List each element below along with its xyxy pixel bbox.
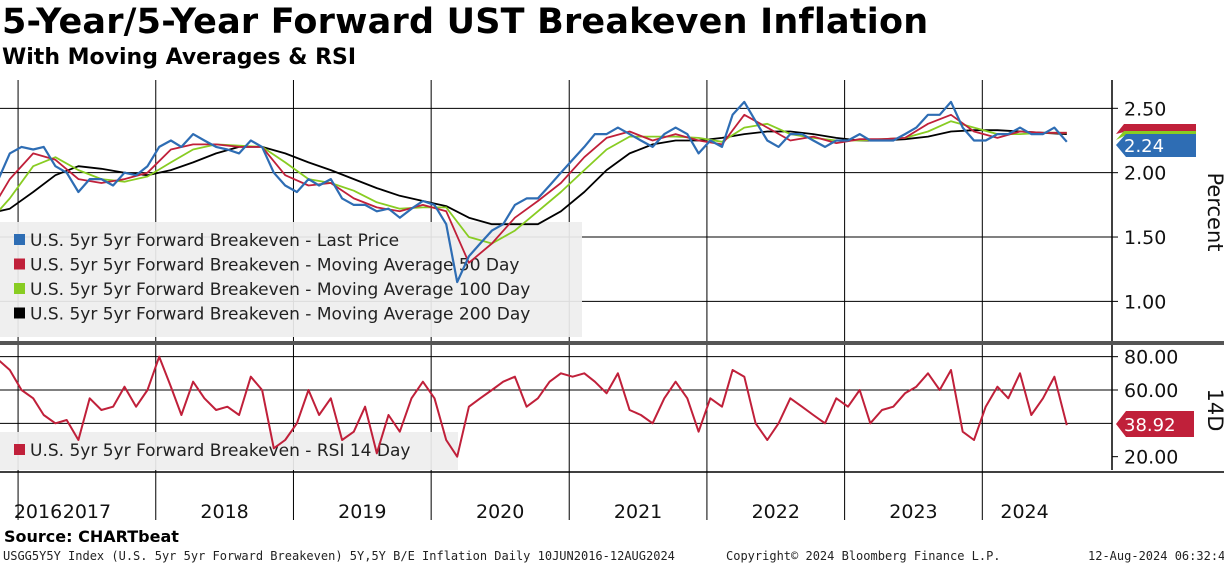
rsi-tick-label: 60.00 xyxy=(1124,380,1178,402)
rsi-badge-value: 38.92 xyxy=(1124,415,1176,436)
price-tick-label: 1.50 xyxy=(1124,227,1166,249)
panel-separator xyxy=(0,341,1224,345)
year-label-2024: 2024 xyxy=(1000,501,1048,523)
price-tick-label: 2.50 xyxy=(1124,98,1166,120)
price-badge xyxy=(1116,134,1196,157)
rsi-grid xyxy=(0,356,1112,424)
rsi-y-ticks: 20.00 60.00 80.00 xyxy=(1112,347,1178,469)
legend-swatch xyxy=(14,234,25,245)
footer-ticker-info: USGG5Y5Y Index (U.S. 5yr 5yr Forward Bre… xyxy=(3,549,675,563)
year-label-2021: 2021 xyxy=(614,501,662,523)
legend-swatch xyxy=(14,444,25,455)
year-label-2022: 2022 xyxy=(752,501,800,523)
series-line-rsi xyxy=(0,355,1068,458)
price-series xyxy=(0,100,1068,284)
legend-label: U.S. 5yr 5yr Forward Breakeven - RSI 14 … xyxy=(30,441,410,461)
badges: 2.24 38.92 xyxy=(1116,124,1196,437)
year-labels: 2016 2017 2018 2019 2020 2021 2022 2023 2024 xyxy=(14,501,1049,523)
year-label-2016: 2016 xyxy=(14,501,62,523)
price-tick-label: 2.00 xyxy=(1124,163,1166,185)
price-y-ticks: 1.00 1.50 2.00 2.50 xyxy=(1112,98,1166,313)
year-label-2020: 2020 xyxy=(476,501,524,523)
series-line-ma50 xyxy=(0,113,1067,264)
price-tick-label: 1.00 xyxy=(1124,291,1166,313)
rsi-y-axis-title: 14D xyxy=(1203,389,1224,432)
chart-subtitle: With Moving Averages & RSI xyxy=(2,45,357,70)
legend-swatch xyxy=(14,258,25,270)
rsi-tick-label: 80.00 xyxy=(1124,347,1178,369)
legend-swatch xyxy=(14,283,25,294)
year-label-2019: 2019 xyxy=(338,501,386,523)
year-label-2017: 2017 xyxy=(63,501,111,523)
rsi-series xyxy=(0,355,1068,458)
price-y-axis-title: Percent xyxy=(1203,172,1224,251)
footer-timestamp: 12-Aug-2024 06:32:45 xyxy=(1088,549,1224,563)
legend-label: U.S. 5yr 5yr Forward Breakeven - Last Pr… xyxy=(30,231,399,251)
year-label-2018: 2018 xyxy=(200,501,248,523)
series-line-last_price xyxy=(0,100,1068,284)
legend-label: U.S. 5yr 5yr Forward Breakeven - Moving … xyxy=(30,305,530,325)
rsi-tick-label: 20.00 xyxy=(1124,447,1178,469)
legend-label: U.S. 5yr 5yr Forward Breakeven - Moving … xyxy=(30,256,519,276)
axes: Percent 14D xyxy=(0,80,1224,473)
chart-title: 5-Year/5-Year Forward UST Breakeven Infl… xyxy=(2,2,929,42)
price-badge-value: 2.24 xyxy=(1124,136,1164,157)
rsi-badge xyxy=(1116,411,1194,437)
source-note: Source: CHARTbeat xyxy=(4,527,179,546)
year-label-2023: 2023 xyxy=(889,501,937,523)
legend-swatch xyxy=(14,307,25,319)
series-line-ma200 xyxy=(0,129,1067,226)
rsi-legend: U.S. 5yr 5yr Forward Breakeven - RSI 14 … xyxy=(0,432,458,470)
legend-label: U.S. 5yr 5yr Forward Breakeven - Moving … xyxy=(30,280,530,300)
footer-copyright: Copyright© 2024 Bloomberg Finance L.P. xyxy=(726,549,1001,563)
